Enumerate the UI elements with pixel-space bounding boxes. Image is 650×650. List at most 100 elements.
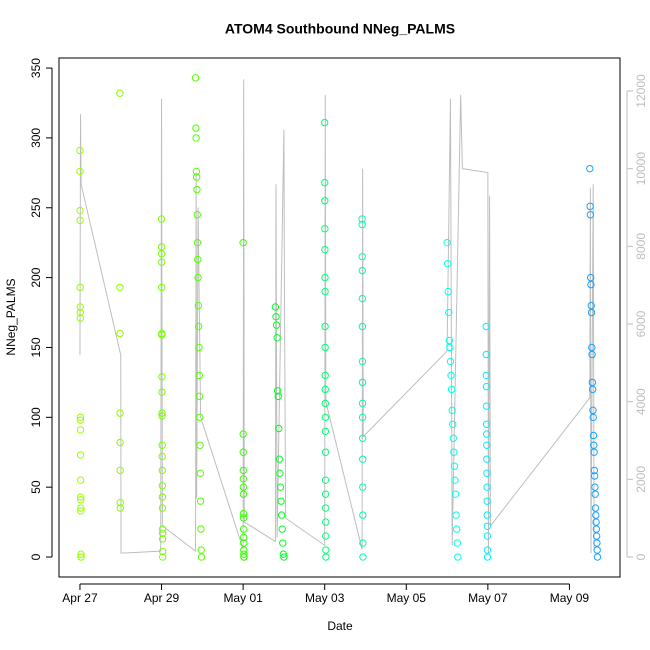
point — [275, 424, 283, 433]
point — [197, 525, 205, 533]
point — [158, 388, 166, 396]
point — [449, 434, 458, 442]
point — [588, 343, 596, 352]
point — [590, 472, 599, 480]
point — [482, 350, 490, 359]
point — [321, 448, 330, 456]
point — [448, 406, 456, 415]
point — [321, 476, 330, 484]
point — [272, 321, 281, 329]
point — [591, 490, 599, 498]
point — [196, 469, 205, 477]
point — [157, 215, 166, 223]
y-tick-label: 150 — [29, 337, 43, 357]
point — [197, 546, 205, 554]
point — [359, 553, 367, 561]
point — [76, 216, 84, 225]
point — [321, 287, 329, 296]
point — [239, 525, 248, 533]
point — [358, 294, 367, 303]
point — [592, 532, 601, 540]
point — [193, 185, 201, 194]
point — [358, 215, 366, 223]
point — [588, 350, 596, 359]
point — [452, 525, 461, 533]
point — [359, 455, 367, 463]
point — [321, 322, 329, 331]
point — [76, 283, 84, 292]
point — [321, 504, 330, 512]
x-tick-label: May 01 — [223, 591, 263, 605]
point — [77, 507, 85, 515]
point — [483, 441, 491, 449]
point — [194, 273, 202, 282]
point — [158, 535, 167, 543]
point — [76, 308, 85, 317]
point — [158, 482, 167, 490]
point — [443, 238, 451, 247]
y-tick-label: 200 — [29, 267, 43, 287]
point — [483, 469, 491, 477]
point — [451, 476, 459, 484]
point — [359, 483, 367, 491]
point — [591, 483, 599, 491]
point — [591, 504, 600, 512]
point — [482, 382, 491, 391]
point — [483, 483, 491, 491]
point — [589, 406, 597, 415]
point — [358, 413, 367, 422]
point — [158, 331, 166, 339]
point — [195, 392, 204, 401]
point — [77, 553, 85, 561]
x-tick-label: Apr 27 — [62, 591, 98, 605]
point — [158, 409, 166, 417]
point — [593, 546, 601, 554]
point — [321, 178, 329, 187]
point — [158, 504, 167, 512]
point — [196, 441, 204, 449]
point — [76, 413, 85, 422]
point — [157, 250, 166, 258]
point — [76, 493, 85, 501]
point — [592, 525, 601, 533]
point — [482, 402, 491, 410]
y-tick-label: 250 — [29, 197, 43, 217]
point — [321, 343, 329, 352]
point — [321, 385, 329, 394]
point — [586, 211, 595, 219]
point — [482, 322, 490, 331]
point — [272, 313, 280, 321]
x-axis-label: Date — [327, 619, 353, 633]
point — [195, 371, 203, 380]
point — [158, 412, 166, 420]
point — [586, 164, 594, 173]
point — [483, 455, 491, 463]
plot-frame — [58, 57, 621, 578]
point — [359, 511, 367, 519]
point — [197, 553, 206, 561]
point — [158, 525, 167, 533]
point — [76, 303, 84, 311]
point — [483, 497, 491, 505]
point — [239, 475, 248, 483]
point — [279, 550, 288, 558]
point — [192, 124, 200, 132]
point — [587, 308, 596, 317]
y2-tick-label: 0 — [634, 553, 648, 560]
point — [483, 522, 491, 530]
y-axis-label: NNeg_PALMS — [4, 278, 18, 355]
y2-tick-label: 12000 — [634, 74, 648, 108]
point — [483, 553, 492, 561]
point — [116, 283, 124, 292]
point — [192, 167, 201, 176]
altitude-line — [79, 79, 595, 554]
point — [239, 238, 247, 247]
point — [358, 357, 367, 366]
point — [321, 273, 329, 282]
point — [240, 546, 248, 554]
point — [276, 469, 284, 477]
point — [76, 451, 85, 459]
point — [447, 385, 456, 394]
point — [239, 514, 248, 522]
point — [587, 280, 595, 289]
